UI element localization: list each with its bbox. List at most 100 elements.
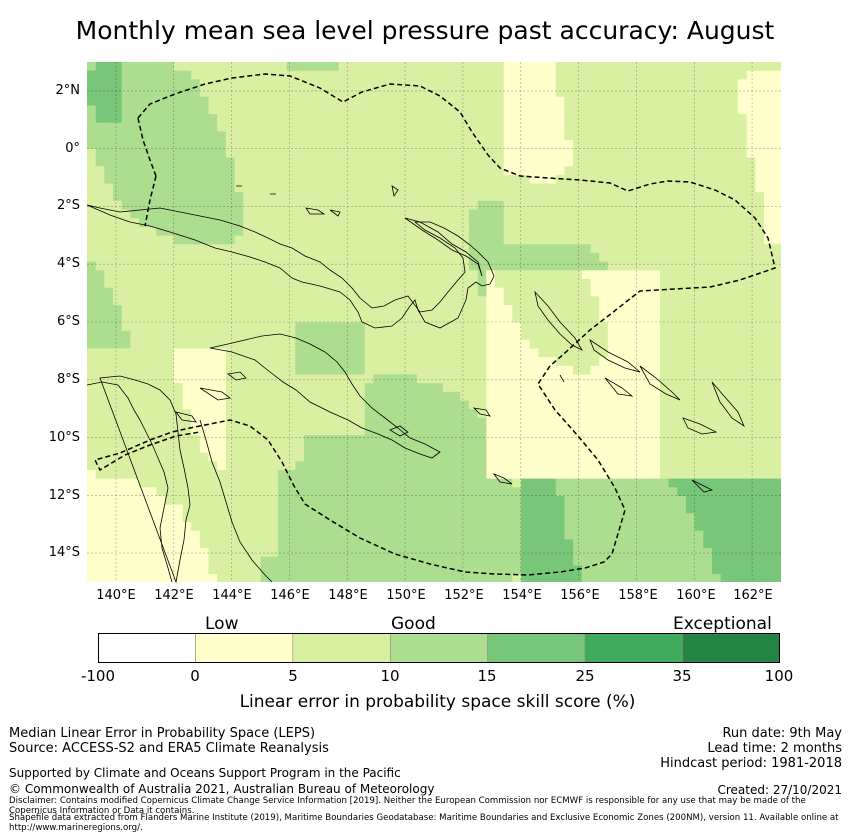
skill-cell <box>703 70 713 80</box>
skill-cell <box>191 478 201 488</box>
skill-cell <box>191 218 201 228</box>
skill-cell <box>668 374 678 384</box>
skill-cell <box>685 461 695 471</box>
skill-cell <box>720 218 730 228</box>
skill-cell <box>156 209 166 219</box>
skill-cell <box>616 469 626 480</box>
skill-cell <box>416 140 426 150</box>
skill-cell <box>642 122 652 132</box>
skill-cell <box>425 478 435 488</box>
skill-cell <box>165 530 175 540</box>
skill-cell <box>668 331 678 341</box>
skill-cell <box>156 261 166 271</box>
skill-cell <box>503 357 513 367</box>
skill-cell <box>208 62 218 72</box>
skill-cell <box>87 513 97 523</box>
skill-cell <box>442 62 452 72</box>
skill-cell <box>304 331 314 341</box>
skill-cell <box>494 417 505 427</box>
skill-cell <box>494 339 505 349</box>
skill-cell <box>165 574 175 582</box>
skill-cell <box>165 218 175 228</box>
skill-cell <box>156 339 166 349</box>
skill-cell <box>573 556 583 566</box>
skill-cell <box>642 443 652 453</box>
skill-cell <box>573 105 583 115</box>
skill-cell <box>547 478 557 488</box>
skill-cell <box>477 461 487 471</box>
skill-cell <box>338 244 348 254</box>
skill-cell <box>529 374 539 384</box>
skill-cell <box>764 548 774 558</box>
skill-cell <box>755 435 765 445</box>
skill-cell <box>685 122 695 132</box>
skill-cell <box>182 157 192 167</box>
skill-cell <box>477 226 487 236</box>
skill-cell <box>729 166 739 176</box>
skill-cell <box>755 400 765 410</box>
skill-cell <box>512 504 522 514</box>
skill-cell <box>659 522 669 532</box>
skill-cell <box>217 226 227 236</box>
skill-cell <box>234 409 244 419</box>
skill-cell <box>581 226 591 236</box>
skill-cell <box>165 339 175 349</box>
skill-cell <box>703 270 713 280</box>
skill-cell <box>234 400 244 410</box>
skill-cell <box>668 166 678 176</box>
skill-cell <box>156 357 166 367</box>
skill-cell <box>286 174 296 184</box>
skill-cell <box>416 522 426 532</box>
skill-cell <box>139 391 149 401</box>
skill-cell <box>738 530 748 540</box>
skill-cell <box>451 200 461 210</box>
skill-cell <box>104 287 114 297</box>
skill-cell <box>703 365 713 375</box>
skill-cell <box>191 374 201 384</box>
skill-cell <box>130 235 140 245</box>
skill-cell <box>434 574 444 582</box>
skill-cell <box>442 200 452 210</box>
skill-cell <box>364 357 374 367</box>
skill-cell <box>599 122 609 132</box>
skill-cell <box>373 539 383 549</box>
skill-cell <box>304 313 314 323</box>
skill-cell <box>147 200 157 210</box>
skill-cell <box>95 556 105 566</box>
skill-cell <box>356 513 366 523</box>
skill-cell <box>651 339 661 349</box>
skill-cell <box>277 365 288 375</box>
skill-cell <box>399 122 409 132</box>
skill-cell <box>373 452 383 462</box>
skill-cell <box>191 443 201 453</box>
skill-cell <box>295 226 305 236</box>
skill-cell <box>416 174 426 184</box>
skill-cell <box>659 443 669 453</box>
skill-cell <box>633 322 643 332</box>
skill-cell <box>573 148 583 158</box>
skill-cell <box>494 487 505 497</box>
skill-cell <box>243 287 253 297</box>
skill-cell <box>330 348 340 358</box>
skill-cell <box>104 131 114 141</box>
skill-cell <box>564 539 574 549</box>
skill-cell <box>330 383 340 393</box>
skill-cell <box>633 174 643 184</box>
skill-cell <box>564 383 574 393</box>
skill-cell <box>555 122 565 132</box>
skill-cell <box>529 548 539 558</box>
skill-cell <box>494 556 505 566</box>
skill-cell <box>746 235 756 245</box>
skill-cell <box>269 331 279 341</box>
skill-cell <box>521 548 531 558</box>
skill-cell <box>772 200 781 210</box>
skill-cell <box>442 192 452 202</box>
skill-cell <box>573 166 583 176</box>
skill-cell <box>147 331 157 341</box>
skill-cell <box>590 244 600 254</box>
skill-cell <box>685 469 695 480</box>
skill-cell <box>599 313 609 323</box>
skill-cell <box>321 296 331 306</box>
skill-cell <box>156 565 166 575</box>
skill-cell <box>182 235 192 245</box>
